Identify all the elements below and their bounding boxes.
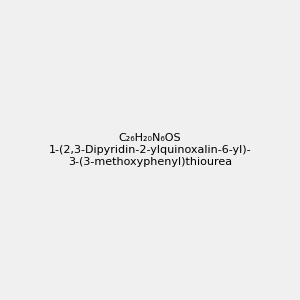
Text: C₂₆H₂₀N₆OS
1-(2,3-Dipyridin-2-ylquinoxalin-6-yl)-
3-(3-methoxyphenyl)thiourea: C₂₆H₂₀N₆OS 1-(2,3-Dipyridin-2-ylquinoxal… bbox=[49, 134, 251, 166]
